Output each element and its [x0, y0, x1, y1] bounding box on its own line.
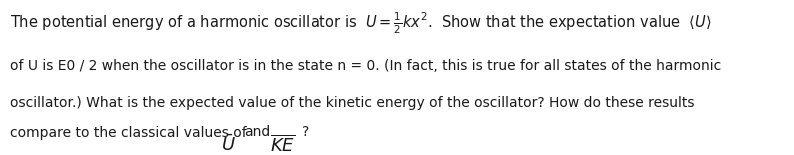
- Text: $\bar{U}$: $\bar{U}$: [221, 134, 236, 155]
- Text: $\overline{KE}$: $\overline{KE}$: [270, 134, 295, 155]
- Text: compare to the classical values of: compare to the classical values of: [10, 126, 251, 140]
- Text: The potential energy of a harmonic oscillator is  $U = \frac{1}{2}kx^2$.  Show t: The potential energy of a harmonic oscil…: [10, 11, 711, 36]
- Text: and: and: [245, 126, 271, 140]
- Text: of U is E0 / 2 when the oscillator is in the state n = 0. (In fact, this is true: of U is E0 / 2 when the oscillator is in…: [10, 59, 721, 73]
- Text: oscillator.) What is the expected value of the kinetic energy of the oscillator?: oscillator.) What is the expected value …: [10, 96, 694, 110]
- Text: ?: ?: [302, 126, 309, 140]
